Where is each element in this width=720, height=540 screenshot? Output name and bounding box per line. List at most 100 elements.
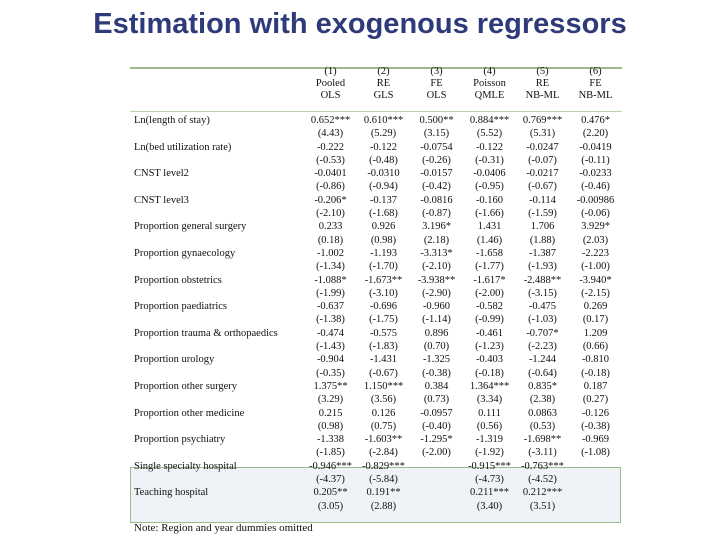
coefficient-cell: 0.926	[371, 221, 396, 233]
slide-title: Estimation with exogenous regressors	[93, 8, 627, 40]
t-row-blank-label	[130, 367, 304, 380]
t-row-blank-label	[130, 500, 304, 513]
t-statistic-cell: (2.88)	[370, 500, 397, 512]
t-statistic-cell: (-0.42)	[422, 181, 451, 193]
t-statistic-cell: (4.43)	[317, 128, 344, 140]
coefficient-row: Ln(bed utilization rate) -0.222 -0.122 -0.0…	[130, 141, 622, 154]
t-statistic-cell: (-1.38)	[316, 314, 345, 326]
coefficient-cell: 0.211***	[470, 487, 509, 499]
coefficient-cell	[569, 486, 622, 499]
coefficient-cell: -1.295*	[420, 434, 453, 446]
coefficient-cell: -0.915***	[468, 460, 511, 472]
t-row-blank-label	[130, 340, 304, 353]
t-statistic-cell: (-4.73)	[475, 474, 504, 486]
coefficient-cell: -0.474	[316, 327, 345, 339]
t-statistic-row: (-1.43) (-1.83) (0.70) (-1.23) (-2.23) (0.66)	[130, 340, 622, 353]
t-statistic-row: (0.98) (0.75) (-0.40) (0.56) (0.53) (-0.38)	[130, 420, 622, 433]
variable-label: Single specialty hospital	[134, 460, 237, 472]
t-statistic-row: (-1.99) (-3.10) (-2.90) (-2.00) (-3.15) (-2.1…	[130, 287, 622, 300]
t-row-blank-label	[130, 234, 304, 247]
coefficient-cell: 0.476*	[581, 115, 610, 126]
coefficient-row: Proportion other medicine 0.215 0.126 -0.09…	[130, 407, 622, 420]
coefficient-cell: 1.150***	[363, 380, 404, 392]
coefficient-cell: -0.160	[475, 194, 504, 206]
coefficient-cell: 0.384	[424, 380, 449, 392]
t-statistic-cell	[410, 473, 463, 486]
coefficient-cell: -0.122	[369, 141, 398, 153]
coefficient-cell: 0.500**	[419, 115, 454, 126]
t-statistic-cell: (-0.11)	[581, 154, 610, 166]
coefficient-cell: 1.375**	[313, 380, 348, 392]
coefficient-cell: 0.233	[318, 221, 343, 233]
t-statistic-cell: (0.98)	[317, 420, 344, 432]
column-header-l2: OLS	[426, 90, 447, 101]
coefficient-cell: 0.769***	[522, 115, 563, 126]
table-top-rule	[130, 67, 622, 69]
t-statistic-row: (0.18) (0.98) (2.18) (1.46) (1.88) (2.03)	[130, 234, 622, 247]
t-statistic-cell: (-2.84)	[369, 447, 398, 459]
variable-label: Ln(length of stay)	[134, 115, 210, 126]
coefficient-cell: -0.0233	[579, 168, 612, 180]
coefficient-cell: -0.0419	[579, 141, 612, 153]
t-statistic-cell: (-2.90)	[422, 287, 451, 299]
t-row-blank-label	[130, 393, 304, 406]
coefficient-cell: -1.698**	[523, 434, 562, 446]
variable-label: Teaching hospital	[134, 487, 209, 499]
t-statistic-cell: (3.05)	[317, 500, 344, 512]
coefficient-cell: -1.658	[475, 247, 504, 259]
column-header-l2: GLS	[373, 90, 394, 101]
coefficient-cell: 1.431	[477, 221, 502, 233]
coefficient-cell: -0.403	[475, 354, 504, 366]
coefficient-cell: -0.137	[369, 194, 398, 206]
column-header-num: (3)	[430, 66, 443, 77]
t-statistic-cell: (-1.93)	[528, 261, 557, 273]
coefficient-cell: -1.325	[422, 354, 451, 366]
t-statistic-cell: (-2.10)	[316, 208, 345, 220]
column-header-num: (4)	[483, 66, 496, 77]
coefficient-cell: -0.0406	[473, 168, 506, 180]
coefficient-cell: 0.205**	[313, 487, 348, 499]
column-header-l1: FE	[430, 78, 443, 89]
coefficient-cell: 0.212***	[522, 487, 563, 499]
coefficient-row: CNST level2 -0.0401 -0.0310 -0.0157 -0.0406 -…	[130, 167, 622, 180]
t-statistic-cell: (-1.43)	[316, 341, 345, 353]
coefficient-cell: -0.114	[529, 194, 556, 206]
coefficient-cell: 0.126	[371, 407, 396, 419]
t-statistic-cell: (-4.37)	[316, 474, 345, 486]
t-statistic-cell: (-3.11)	[528, 447, 557, 459]
t-statistic-row: (4.43) (5.29) (3.15) (5.52) (5.31) (2.20)	[130, 127, 622, 140]
coefficient-cell: -1.193	[369, 247, 398, 259]
variable-label: Proportion general surgery	[134, 221, 247, 233]
coefficient-cell: -0.0754	[420, 141, 453, 153]
t-statistic-cell: (-0.38)	[422, 367, 451, 379]
coefficient-row: Proportion general surgery 0.233 0.926 3.19…	[130, 220, 622, 233]
coefficient-cell: -0.122	[475, 141, 504, 153]
t-row-blank-label	[130, 260, 304, 273]
coefficient-row: Single specialty hospital -0.946*** -0.829…	[130, 460, 622, 473]
coefficient-row: Proportion gynaecology -1.002 -1.193 -3.313…	[130, 247, 622, 260]
coefficient-cell: -1.002	[316, 247, 345, 259]
t-row-blank-label	[130, 207, 304, 220]
t-statistic-cell: (-0.67)	[528, 181, 557, 193]
t-statistic-cell: (3.56)	[370, 394, 397, 406]
coefficient-cell	[410, 486, 463, 499]
t-row-blank-label	[130, 127, 304, 140]
t-statistic-cell: (0.66)	[582, 341, 609, 353]
t-statistic-cell: (-1.99)	[316, 287, 345, 299]
t-statistic-cell: (0.75)	[370, 420, 397, 432]
t-statistic-cell: (1.46)	[476, 234, 503, 246]
column-header-l1: Poisson	[473, 78, 506, 89]
coefficient-cell: -0.763***	[521, 460, 564, 472]
coefficient-cell: 0.0863	[528, 407, 557, 419]
header-blank-cell	[130, 78, 304, 90]
coefficient-cell: -2.488**	[523, 274, 562, 286]
coefficient-cell: 0.187	[583, 380, 608, 392]
coefficient-cell: -2.223	[581, 247, 610, 259]
t-statistic-cell: (-1.66)	[475, 208, 504, 220]
t-statistic-cell: (-0.67)	[369, 367, 398, 379]
t-statistic-cell: (-0.38)	[581, 420, 610, 432]
t-statistic-cell: (-0.35)	[316, 367, 345, 379]
coefficient-cell: -0.0157	[420, 168, 453, 180]
t-statistic-cell: (1.88)	[529, 234, 556, 246]
t-statistic-cell	[569, 500, 622, 513]
